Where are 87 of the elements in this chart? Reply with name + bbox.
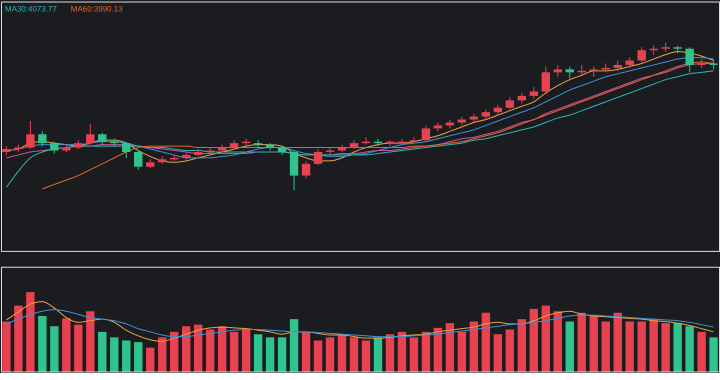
bar (242, 329, 250, 372)
candlestick (590, 66, 598, 78)
candlestick (554, 64, 562, 78)
bar (62, 318, 71, 372)
candlestick (566, 66, 574, 79)
candlestick (98, 132, 106, 146)
candlestick (122, 141, 130, 158)
candlestick (26, 120, 35, 150)
bar (362, 340, 370, 372)
bar (398, 332, 406, 372)
bar (314, 340, 322, 372)
bar (673, 323, 682, 372)
bar (602, 322, 610, 372)
candlestick (314, 148, 322, 166)
candlestick (38, 130, 47, 147)
bar (290, 319, 298, 372)
bar (697, 332, 706, 372)
bar (458, 332, 466, 372)
text: MA30:4073.77 (4, 4, 58, 14)
text: MA60:3990.13 (70, 4, 124, 14)
bar (386, 334, 394, 372)
bar (26, 292, 35, 372)
bar (230, 332, 238, 372)
bar (578, 312, 586, 372)
bar (50, 326, 59, 372)
candlestick (134, 150, 142, 170)
candlestick (626, 57, 634, 68)
bar (350, 337, 358, 372)
bar (554, 311, 562, 372)
candlestick (422, 124, 430, 142)
bar (302, 332, 310, 372)
bar (374, 337, 382, 372)
bar (86, 311, 94, 372)
bar (266, 337, 274, 372)
bar (182, 326, 190, 372)
bar (146, 348, 154, 372)
bar (14, 306, 23, 372)
bar (74, 324, 83, 372)
candlestick (302, 160, 310, 180)
bar (614, 312, 622, 372)
candlestick (542, 66, 550, 94)
bar (218, 326, 226, 372)
candlestick (482, 108, 490, 120)
bar (434, 328, 442, 372)
bar (170, 332, 178, 372)
bar (98, 332, 106, 372)
bar (158, 337, 166, 372)
bar (2, 322, 11, 372)
candlestick (685, 46, 694, 73)
bar (530, 308, 538, 372)
candlestick (637, 46, 646, 62)
bar (649, 319, 658, 372)
bar (661, 323, 670, 372)
bar (506, 329, 514, 372)
candlestick (518, 92, 526, 104)
bar (566, 322, 574, 372)
candlestick (86, 123, 94, 146)
candlestick (614, 60, 622, 72)
bar (542, 306, 550, 372)
bar (110, 337, 118, 372)
bar (626, 322, 634, 372)
bar (338, 334, 346, 372)
bar (422, 332, 430, 372)
bar (709, 337, 718, 372)
bar (446, 323, 454, 372)
bar (590, 316, 598, 372)
bar (122, 340, 130, 372)
bar (134, 342, 142, 372)
bar (685, 326, 694, 372)
bar (494, 334, 502, 372)
candlestick (494, 104, 502, 116)
candlestick (578, 64, 586, 76)
bar (278, 337, 286, 372)
bar (470, 322, 478, 372)
bar (410, 337, 418, 372)
candlestick (290, 150, 298, 191)
bar (206, 329, 214, 372)
bar (254, 334, 262, 372)
bar (38, 316, 47, 372)
bar (637, 322, 646, 372)
bar (518, 319, 526, 372)
candlestick (530, 86, 538, 100)
candlestick (50, 141, 59, 154)
bar (326, 337, 334, 372)
candlestick (506, 96, 514, 110)
bar (482, 312, 490, 372)
bar (194, 324, 202, 372)
